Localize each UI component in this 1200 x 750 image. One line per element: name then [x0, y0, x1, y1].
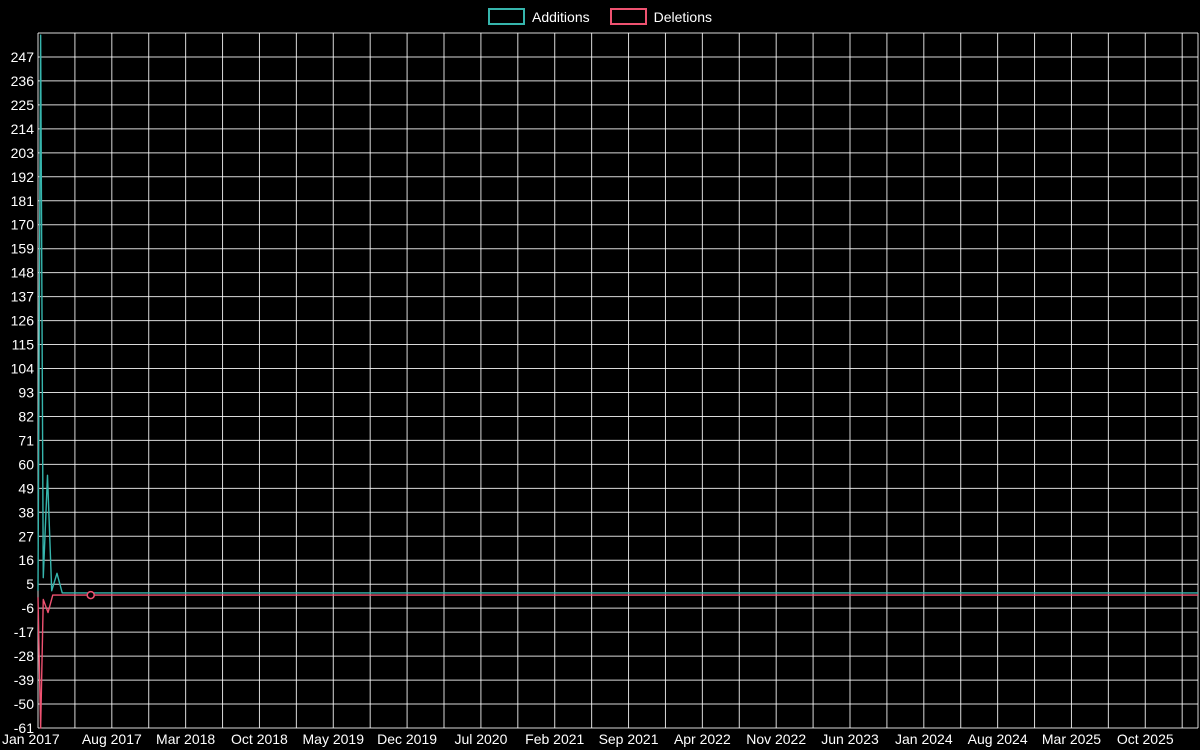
svg-text:170: 170	[11, 217, 35, 233]
additions-swatch	[488, 8, 526, 25]
svg-text:Apr 2022: Apr 2022	[674, 731, 731, 747]
svg-text:Sep 2021: Sep 2021	[599, 731, 659, 747]
svg-text:Mar 2025: Mar 2025	[1042, 731, 1101, 747]
svg-text:5: 5	[26, 576, 34, 592]
svg-text:27: 27	[18, 528, 34, 544]
svg-text:38: 38	[18, 504, 34, 520]
svg-text:181: 181	[11, 193, 35, 209]
legend-item-additions[interactable]: Additions	[488, 8, 590, 25]
svg-text:71: 71	[18, 432, 34, 448]
svg-text:115: 115	[12, 337, 35, 353]
svg-text:Oct 2025: Oct 2025	[1117, 731, 1174, 747]
svg-text:Jul 2020: Jul 2020	[454, 731, 507, 747]
x-axis-labels: Jan 2017 Aug 2017 Mar 2018 Oct 2018 May 2019…	[2, 731, 1174, 747]
svg-text:Jun 2023: Jun 2023	[821, 731, 879, 747]
y-axis-labels: 247 236 225 214 203 192 181 170 159 148 137 126 115 1…	[11, 49, 35, 736]
svg-text:-61: -61	[14, 720, 34, 736]
svg-text:93: 93	[18, 384, 34, 400]
series-deletions-line	[37, 590, 1198, 729]
deletions-swatch	[609, 8, 647, 25]
svg-text:148: 148	[11, 265, 35, 281]
svg-text:-50: -50	[14, 696, 34, 712]
svg-text:Feb 2021: Feb 2021	[525, 731, 584, 747]
svg-text:Oct 2018: Oct 2018	[231, 731, 288, 747]
svg-text:192: 192	[11, 169, 35, 185]
svg-text:236: 236	[11, 73, 35, 89]
svg-text:225: 225	[11, 97, 35, 113]
chart-legend: Additions Deletions	[0, 8, 1200, 25]
deletions-point-marker[interactable]	[86, 590, 95, 600]
legend-item-deletions[interactable]: Deletions	[609, 8, 712, 25]
svg-text:Jan 2017: Jan 2017	[2, 731, 60, 747]
deletions-legend-label: Deletions	[653, 8, 712, 25]
svg-text:-17: -17	[14, 624, 34, 640]
svg-text:-6: -6	[22, 600, 35, 616]
svg-text:203: 203	[11, 145, 35, 161]
svg-text:Jan 2024: Jan 2024	[895, 731, 953, 747]
svg-text:60: 60	[18, 456, 34, 472]
svg-text:Aug 2017: Aug 2017	[82, 731, 142, 747]
svg-text:82: 82	[18, 408, 34, 424]
svg-text:137: 137	[11, 289, 35, 305]
svg-text:159: 159	[11, 241, 35, 257]
svg-text:247: 247	[11, 49, 35, 65]
gridlines	[37, 32, 1199, 729]
svg-text:49: 49	[18, 480, 34, 496]
svg-text:Dec 2019: Dec 2019	[377, 731, 437, 747]
svg-text:Aug 2024: Aug 2024	[968, 731, 1028, 747]
series-additions-line	[37, 34, 1198, 594]
svg-text:-39: -39	[14, 672, 34, 688]
svg-text:104: 104	[11, 361, 35, 377]
svg-text:214: 214	[11, 121, 35, 137]
svg-text:-28: -28	[14, 648, 34, 664]
svg-text:126: 126	[11, 313, 35, 329]
svg-text:Mar 2018: Mar 2018	[156, 731, 215, 747]
svg-text:May 2019: May 2019	[303, 731, 365, 747]
svg-text:Nov 2022: Nov 2022	[746, 731, 806, 747]
additions-legend-label: Additions	[532, 8, 590, 25]
svg-text:16: 16	[18, 552, 34, 568]
